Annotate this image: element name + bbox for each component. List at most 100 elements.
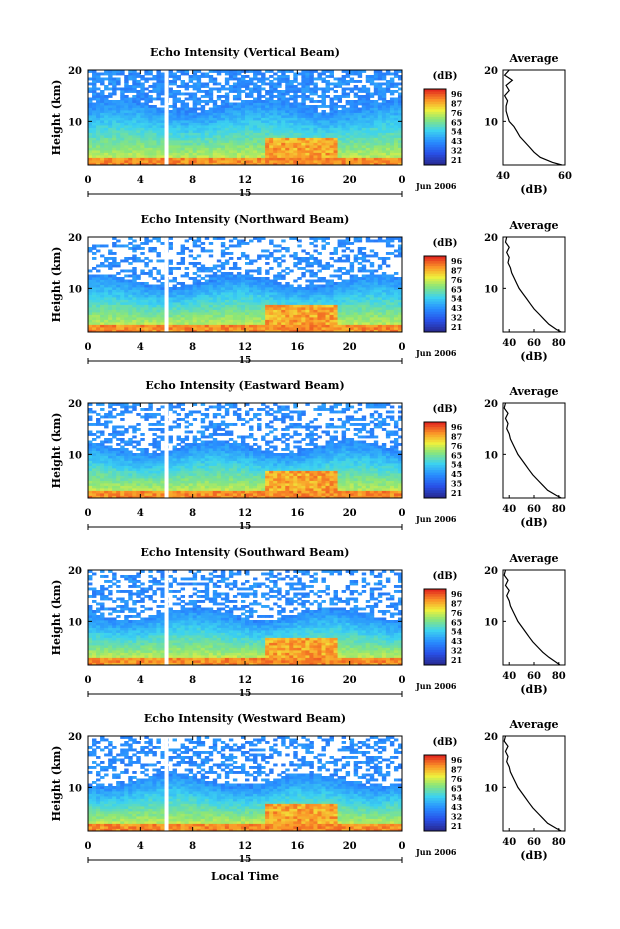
heatmap-cell <box>273 100 278 103</box>
heatmap-cell <box>180 110 186 113</box>
heatmap-cell <box>212 267 218 270</box>
heatmap-cell <box>212 70 218 73</box>
heatmap-cell <box>204 279 210 283</box>
heatmap-cell <box>140 329 145 333</box>
heatmap-cell <box>337 110 343 113</box>
heatmap-cell <box>236 239 242 243</box>
heatmap-cell <box>208 289 214 293</box>
heatmap-cell <box>172 142 177 146</box>
heatmap-cell <box>281 322 286 325</box>
x-tick-label: 12 <box>238 342 252 353</box>
heatmap-cell <box>389 100 395 103</box>
heatmap-cell <box>337 97 343 101</box>
heatmap-cell <box>305 97 310 101</box>
heatmap-cell <box>261 299 266 303</box>
heatmap-cell <box>216 107 222 111</box>
heatmap-cell <box>325 150 330 153</box>
heatmap-cell <box>245 140 250 143</box>
heatmap-cell <box>317 155 322 158</box>
heatmap-cell <box>140 284 145 288</box>
heatmap-cell <box>132 100 137 103</box>
heatmap-cell <box>196 329 202 333</box>
heatmap-cell <box>305 264 310 268</box>
heatmap-cell <box>180 314 186 318</box>
heatmap-cell <box>200 152 206 156</box>
heatmap-cell <box>196 297 202 300</box>
heatmap-cell <box>144 92 149 96</box>
heatmap-cell <box>212 322 218 325</box>
heatmap-cell <box>361 147 367 151</box>
heatmap-cell <box>381 262 387 265</box>
heatmap-cell <box>245 312 250 315</box>
heatmap-cell <box>188 130 194 133</box>
heatmap-cell <box>232 327 238 330</box>
heatmap-cell <box>136 324 141 328</box>
heatmap-cell <box>180 107 186 111</box>
heatmap-cell <box>148 130 153 133</box>
heatmap-cell <box>365 294 371 298</box>
heatmap-cell <box>128 324 133 328</box>
heatmap-cell <box>116 294 121 298</box>
heatmap-cell <box>333 329 338 333</box>
heatmap-cell <box>192 272 198 275</box>
heatmap-cell <box>277 102 282 106</box>
heatmap-cell <box>240 105 246 108</box>
heatmap-cell <box>385 72 391 76</box>
heatmap-cell <box>365 307 371 310</box>
heatmap-cell <box>208 294 214 298</box>
heatmap-cell <box>373 254 379 258</box>
heatmap-cell <box>305 259 310 263</box>
heatmap-cell <box>377 85 383 88</box>
heatmap-cell <box>144 242 149 245</box>
heatmap-cell <box>92 140 97 143</box>
heatmap-cell <box>253 277 258 280</box>
heatmap-cell <box>216 82 222 86</box>
heatmap-cell <box>377 309 383 313</box>
heatmap-cell <box>240 302 246 305</box>
heatmap-cell <box>200 85 206 88</box>
heatmap-cell <box>281 312 286 315</box>
colorbar-segment <box>424 89 446 93</box>
heatmap-cell <box>88 130 93 133</box>
heatmap-cell <box>224 302 230 305</box>
heatmap-cell <box>289 132 294 136</box>
heatmap-cell <box>180 132 186 136</box>
heatmap-cell <box>192 289 198 293</box>
heatmap-cell <box>285 130 290 133</box>
heatmap-cell <box>329 70 334 73</box>
heatmap-cell <box>385 252 391 255</box>
heatmap-cell <box>289 297 294 300</box>
heatmap-cell <box>124 257 129 260</box>
heatmap-cell <box>337 269 343 273</box>
heatmap-cell <box>321 140 326 143</box>
heatmap-cell <box>156 115 161 118</box>
heatmap-cell <box>249 92 254 96</box>
heatmap-cell <box>172 125 177 128</box>
heatmap-cell <box>385 304 391 308</box>
heatmap-cell <box>128 247 133 250</box>
heatmap-cell <box>96 112 101 116</box>
heatmap-cell <box>369 307 375 310</box>
heatmap-cell <box>269 147 274 151</box>
heatmap-cell <box>341 117 347 121</box>
heatmap-cell <box>265 297 270 300</box>
heatmap-cell <box>281 145 286 148</box>
heatmap-cell <box>245 100 250 103</box>
heatmap-cell <box>397 102 403 106</box>
heatmap-cell <box>172 287 177 290</box>
heatmap-cell <box>124 82 129 86</box>
heatmap-cell <box>341 80 347 83</box>
heatmap-cell <box>273 125 278 128</box>
heatmap-cell <box>277 152 282 156</box>
heatmap-cell <box>369 249 375 253</box>
heatmap-cell <box>357 75 363 78</box>
heatmap-cell <box>373 145 379 148</box>
heatmap-cell <box>301 289 306 293</box>
heatmap-cell <box>144 145 149 148</box>
heatmap-cell <box>365 117 371 121</box>
heatmap-cell <box>269 242 274 245</box>
heatmap-cell <box>361 284 367 288</box>
heatmap-cell <box>293 112 298 116</box>
heatmap-cell <box>361 95 367 98</box>
heatmap-cell <box>325 95 330 98</box>
